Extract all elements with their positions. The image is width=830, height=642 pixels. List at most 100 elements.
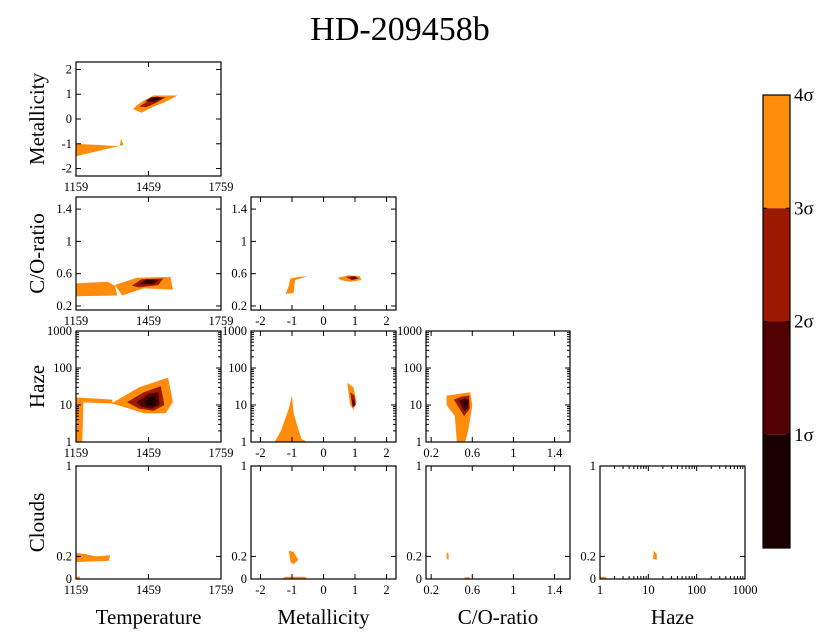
panel-haze-vs-co_ratio-frame bbox=[425, 330, 571, 443]
chart-title: HD-209458b bbox=[310, 11, 489, 48]
x-tick-label: 1759 bbox=[209, 446, 234, 460]
panel-haze-vs-co_ratio bbox=[446, 392, 473, 442]
colorbar-label: 1σ bbox=[794, 425, 814, 446]
contour-region-4sigma bbox=[76, 138, 124, 157]
y-tick-label: 0 bbox=[590, 572, 596, 586]
panel-haze-vs-metallicity bbox=[274, 382, 357, 442]
x-tick-label: 1.4 bbox=[547, 446, 563, 460]
x-tick-label: 1 bbox=[510, 446, 516, 460]
contour-region-4sigma bbox=[133, 95, 178, 113]
x-tick-label: 1159 bbox=[64, 446, 89, 460]
y-tick-label: 10 bbox=[410, 398, 423, 412]
y-tick-label: 10 bbox=[235, 398, 248, 412]
y-tick-label: 0.2 bbox=[231, 299, 247, 313]
contour-region-1sigma bbox=[149, 97, 160, 101]
y-tick-label: 1 bbox=[241, 234, 247, 248]
y-tick-label: 0.2 bbox=[406, 549, 422, 563]
y-tick-label: 0 bbox=[66, 572, 72, 586]
x-tick-label: -1 bbox=[287, 314, 297, 328]
colorbar-segment-1sigma bbox=[763, 434, 790, 548]
x-tick-label: -1 bbox=[287, 446, 297, 460]
contour-region-4sigma bbox=[76, 281, 118, 297]
x-tick-label: -2 bbox=[255, 446, 265, 460]
y-tick-label: 0.2 bbox=[580, 549, 596, 563]
contour-region-4sigma bbox=[274, 395, 308, 442]
y-tick-label: 1 bbox=[241, 435, 247, 449]
y-tick-label: 1 bbox=[66, 435, 72, 449]
contour-region-4sigma bbox=[653, 550, 657, 560]
x-axis-label-haze: Haze bbox=[651, 605, 694, 629]
colorbar: 4σ 3σ 2σ 1σ bbox=[762, 85, 814, 549]
y-tick-label: 1 bbox=[416, 435, 422, 449]
y-tick-label: 0 bbox=[416, 572, 422, 586]
panel-clouds-vs-co_ratio bbox=[446, 551, 471, 579]
x-tick-label: 2 bbox=[383, 583, 389, 597]
y-tick-label: 0.6 bbox=[56, 267, 72, 281]
x-tick-label: 0.6 bbox=[464, 446, 480, 460]
panel-clouds-vs-co_ratio-frame bbox=[425, 465, 571, 580]
x-tick-label: 1159 bbox=[64, 314, 89, 328]
y-axis-label-metallicity: Metallicity bbox=[25, 72, 49, 165]
x-tick-label: 100 bbox=[687, 583, 706, 597]
contour-region-1sigma bbox=[143, 396, 156, 407]
y-tick-label: 0.2 bbox=[56, 299, 72, 313]
x-tick-label: 0 bbox=[320, 314, 326, 328]
y-axis-label-clouds: Clouds bbox=[25, 493, 49, 553]
contour-region-1sigma bbox=[462, 400, 469, 407]
x-tick-label: 1000 bbox=[733, 583, 758, 597]
contour-region-4sigma bbox=[76, 553, 111, 562]
y-tick-label: 100 bbox=[228, 361, 247, 375]
y-tick-label: 1 bbox=[241, 459, 247, 473]
x-tick-label: 0 bbox=[320, 583, 326, 597]
x-tick-label: -1 bbox=[287, 583, 297, 597]
y-tick-label: 100 bbox=[53, 361, 72, 375]
panel-clouds-vs-temperature-frame bbox=[75, 465, 222, 580]
contour-region-4sigma bbox=[285, 276, 308, 294]
x-tick-label: 1459 bbox=[136, 314, 161, 328]
x-tick-label: 2 bbox=[383, 446, 389, 460]
y-tick-label: 1 bbox=[416, 459, 422, 473]
panel-metallicity-vs-temperature-frame bbox=[75, 61, 222, 177]
contour-region-4sigma bbox=[288, 550, 299, 565]
x-tick-label: 1.4 bbox=[547, 583, 563, 597]
y-tick-label: 1 bbox=[66, 87, 72, 101]
y-tick-label: 1 bbox=[66, 459, 72, 473]
y-axis-label-haze: Haze bbox=[25, 365, 49, 408]
x-tick-label: -2 bbox=[255, 583, 265, 597]
x-tick-label: 2 bbox=[383, 314, 389, 328]
x-tick-label: 1459 bbox=[136, 583, 161, 597]
contour-region-4sigma bbox=[446, 551, 449, 560]
colorbar-segment-3sigma bbox=[763, 208, 790, 322]
y-tick-label: 10 bbox=[60, 398, 73, 412]
x-tick-label: 1 bbox=[597, 583, 603, 597]
panel-haze-vs-temperature bbox=[76, 377, 173, 442]
x-tick-label: 1159 bbox=[64, 583, 89, 597]
y-tick-label: 100 bbox=[403, 361, 422, 375]
colorbar-segment-2sigma bbox=[763, 321, 790, 435]
contour-region-2sigma bbox=[350, 276, 357, 279]
y-tick-label: 1000 bbox=[47, 324, 72, 338]
x-tick-label: 0.2 bbox=[423, 446, 439, 460]
panel-clouds-vs-temperature bbox=[76, 553, 111, 579]
panel-co_ratio-vs-metallicity bbox=[285, 275, 362, 294]
x-tick-label: 1 bbox=[510, 583, 516, 597]
y-tick-label: 1 bbox=[590, 459, 596, 473]
x-axis-label-temperature: Temperature bbox=[96, 605, 202, 629]
y-tick-label: -2 bbox=[62, 162, 72, 176]
colorbar-label: 3σ bbox=[794, 198, 814, 219]
y-tick-label: 0.6 bbox=[231, 267, 247, 281]
x-tick-label: 1759 bbox=[209, 180, 234, 194]
x-axis-label-co_ratio: C/O-ratio bbox=[458, 605, 538, 629]
panel-clouds-vs-metallicity-frame bbox=[250, 465, 397, 580]
panel-clouds-vs-haze-frame bbox=[599, 465, 746, 580]
x-tick-label: 1759 bbox=[209, 583, 234, 597]
x-tick-label: 1459 bbox=[136, 446, 161, 460]
colorbar-label: 2σ bbox=[794, 312, 814, 333]
x-tick-label: -2 bbox=[255, 314, 265, 328]
x-tick-label: 1159 bbox=[64, 180, 89, 194]
panel-metallicity-vs-temperature bbox=[76, 95, 178, 157]
x-tick-label: 1 bbox=[352, 314, 358, 328]
y-tick-label: -1 bbox=[62, 137, 72, 151]
y-tick-label: 1000 bbox=[397, 324, 422, 338]
